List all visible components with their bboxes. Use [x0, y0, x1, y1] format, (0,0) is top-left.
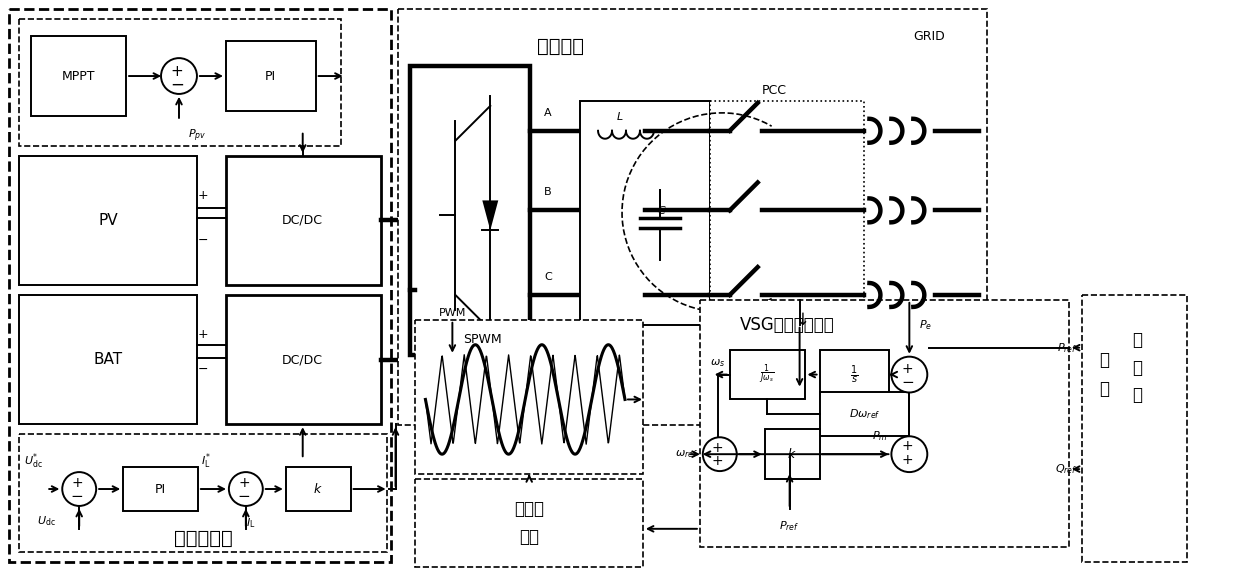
Bar [10, 9, 391, 562]
Text: PI: PI [155, 482, 166, 496]
Text: $k$: $k$ [312, 482, 322, 496]
Bar [415, 320, 644, 474]
Text: +: + [72, 476, 83, 490]
Text: −: − [71, 489, 83, 504]
Bar [709, 101, 864, 325]
Text: PCC: PCC [763, 84, 787, 97]
Bar [398, 9, 987, 425]
Bar [20, 156, 197, 285]
Text: 器: 器 [1099, 380, 1109, 398]
Bar [31, 36, 126, 116]
Bar [20, 295, 197, 425]
Bar [820, 393, 909, 436]
Text: $Q_{ref}$: $Q_{ref}$ [1054, 462, 1078, 476]
Bar [226, 41, 316, 111]
Bar [415, 479, 644, 567]
Text: PWM: PWM [439, 308, 466, 318]
Text: C: C [544, 272, 552, 282]
Text: −: − [197, 363, 208, 376]
Bar [226, 156, 381, 285]
Text: $P_{ref}$: $P_{ref}$ [780, 519, 800, 533]
Bar [20, 434, 387, 552]
Text: DC/DC: DC/DC [283, 214, 324, 227]
Text: 控: 控 [1132, 386, 1142, 405]
Polygon shape [482, 201, 498, 230]
Text: $I_{\rm L}$: $I_{\rm L}$ [246, 516, 255, 530]
Bar [765, 429, 820, 479]
Bar [820, 350, 889, 399]
Text: DC/DC: DC/DC [283, 353, 324, 366]
Text: +: + [238, 476, 249, 490]
Bar [730, 350, 805, 399]
Text: BAT: BAT [93, 352, 123, 367]
Circle shape [62, 472, 97, 506]
Text: +: + [901, 453, 913, 467]
Bar [580, 101, 709, 325]
Text: $\frac{1}{J\omega_s}$: $\frac{1}{J\omega_s}$ [759, 363, 774, 387]
Text: 中: 中 [1132, 331, 1142, 349]
Text: 制器: 制器 [520, 528, 539, 545]
Text: PI: PI [265, 69, 277, 83]
Text: $\omega_s$: $\omega_s$ [711, 357, 725, 368]
Text: SPWM: SPWM [463, 333, 502, 346]
Text: +: + [197, 328, 208, 342]
Text: A: A [544, 108, 552, 118]
Circle shape [229, 472, 263, 506]
Text: MPPT: MPPT [62, 69, 95, 83]
Bar [699, 300, 1069, 547]
Text: $I_{\rm L}^{*}$: $I_{\rm L}^{*}$ [201, 452, 211, 471]
Text: $P_{ref}$: $P_{ref}$ [1056, 341, 1078, 355]
Text: GRID: GRID [914, 30, 945, 43]
Text: $P_{pv}$: $P_{pv}$ [187, 128, 206, 144]
Text: −: − [901, 375, 914, 390]
Bar [410, 66, 531, 355]
Text: 等效定子: 等效定子 [537, 37, 584, 56]
Text: +: + [171, 64, 184, 79]
Text: $k$: $k$ [787, 447, 796, 461]
Text: $P_m$: $P_m$ [872, 429, 888, 443]
Text: $\downarrow$: $\downarrow$ [791, 311, 807, 329]
Text: $U_{\rm dc}$: $U_{\rm dc}$ [37, 514, 56, 528]
Bar [123, 467, 198, 511]
Circle shape [703, 437, 737, 471]
Text: $\frac{1}{s}$: $\frac{1}{s}$ [851, 363, 858, 386]
Text: 等效原动机: 等效原动机 [174, 529, 232, 548]
Text: 内环控: 内环控 [515, 500, 544, 518]
Bar [226, 295, 381, 425]
Text: +: + [197, 189, 208, 202]
Circle shape [161, 58, 197, 94]
Circle shape [892, 356, 928, 393]
Text: −: − [170, 76, 184, 94]
Text: +: + [901, 362, 913, 375]
Text: $\omega_{ref}$: $\omega_{ref}$ [675, 448, 698, 460]
Text: −: − [238, 489, 250, 504]
Bar [285, 467, 351, 511]
Text: $L$: $L$ [616, 110, 624, 122]
Text: +: + [712, 441, 724, 455]
Text: VSG惯性控制环节: VSG惯性控制环节 [740, 316, 835, 334]
Text: $C$: $C$ [657, 205, 667, 217]
Text: PV: PV [98, 213, 118, 228]
Text: $U_{\rm dc}^{*}$: $U_{\rm dc}^{*}$ [24, 452, 42, 471]
Text: 央: 央 [1132, 359, 1142, 376]
Text: B: B [544, 187, 552, 198]
Text: +: + [712, 454, 724, 468]
Text: $D\omega_{ref}$: $D\omega_{ref}$ [848, 407, 880, 421]
Text: $P_e$: $P_e$ [919, 318, 932, 332]
Bar [1083, 295, 1187, 562]
Text: −: − [197, 234, 208, 247]
Text: 制: 制 [1099, 351, 1109, 368]
Text: +: + [901, 439, 913, 453]
Circle shape [892, 436, 928, 472]
Bar [20, 19, 341, 146]
